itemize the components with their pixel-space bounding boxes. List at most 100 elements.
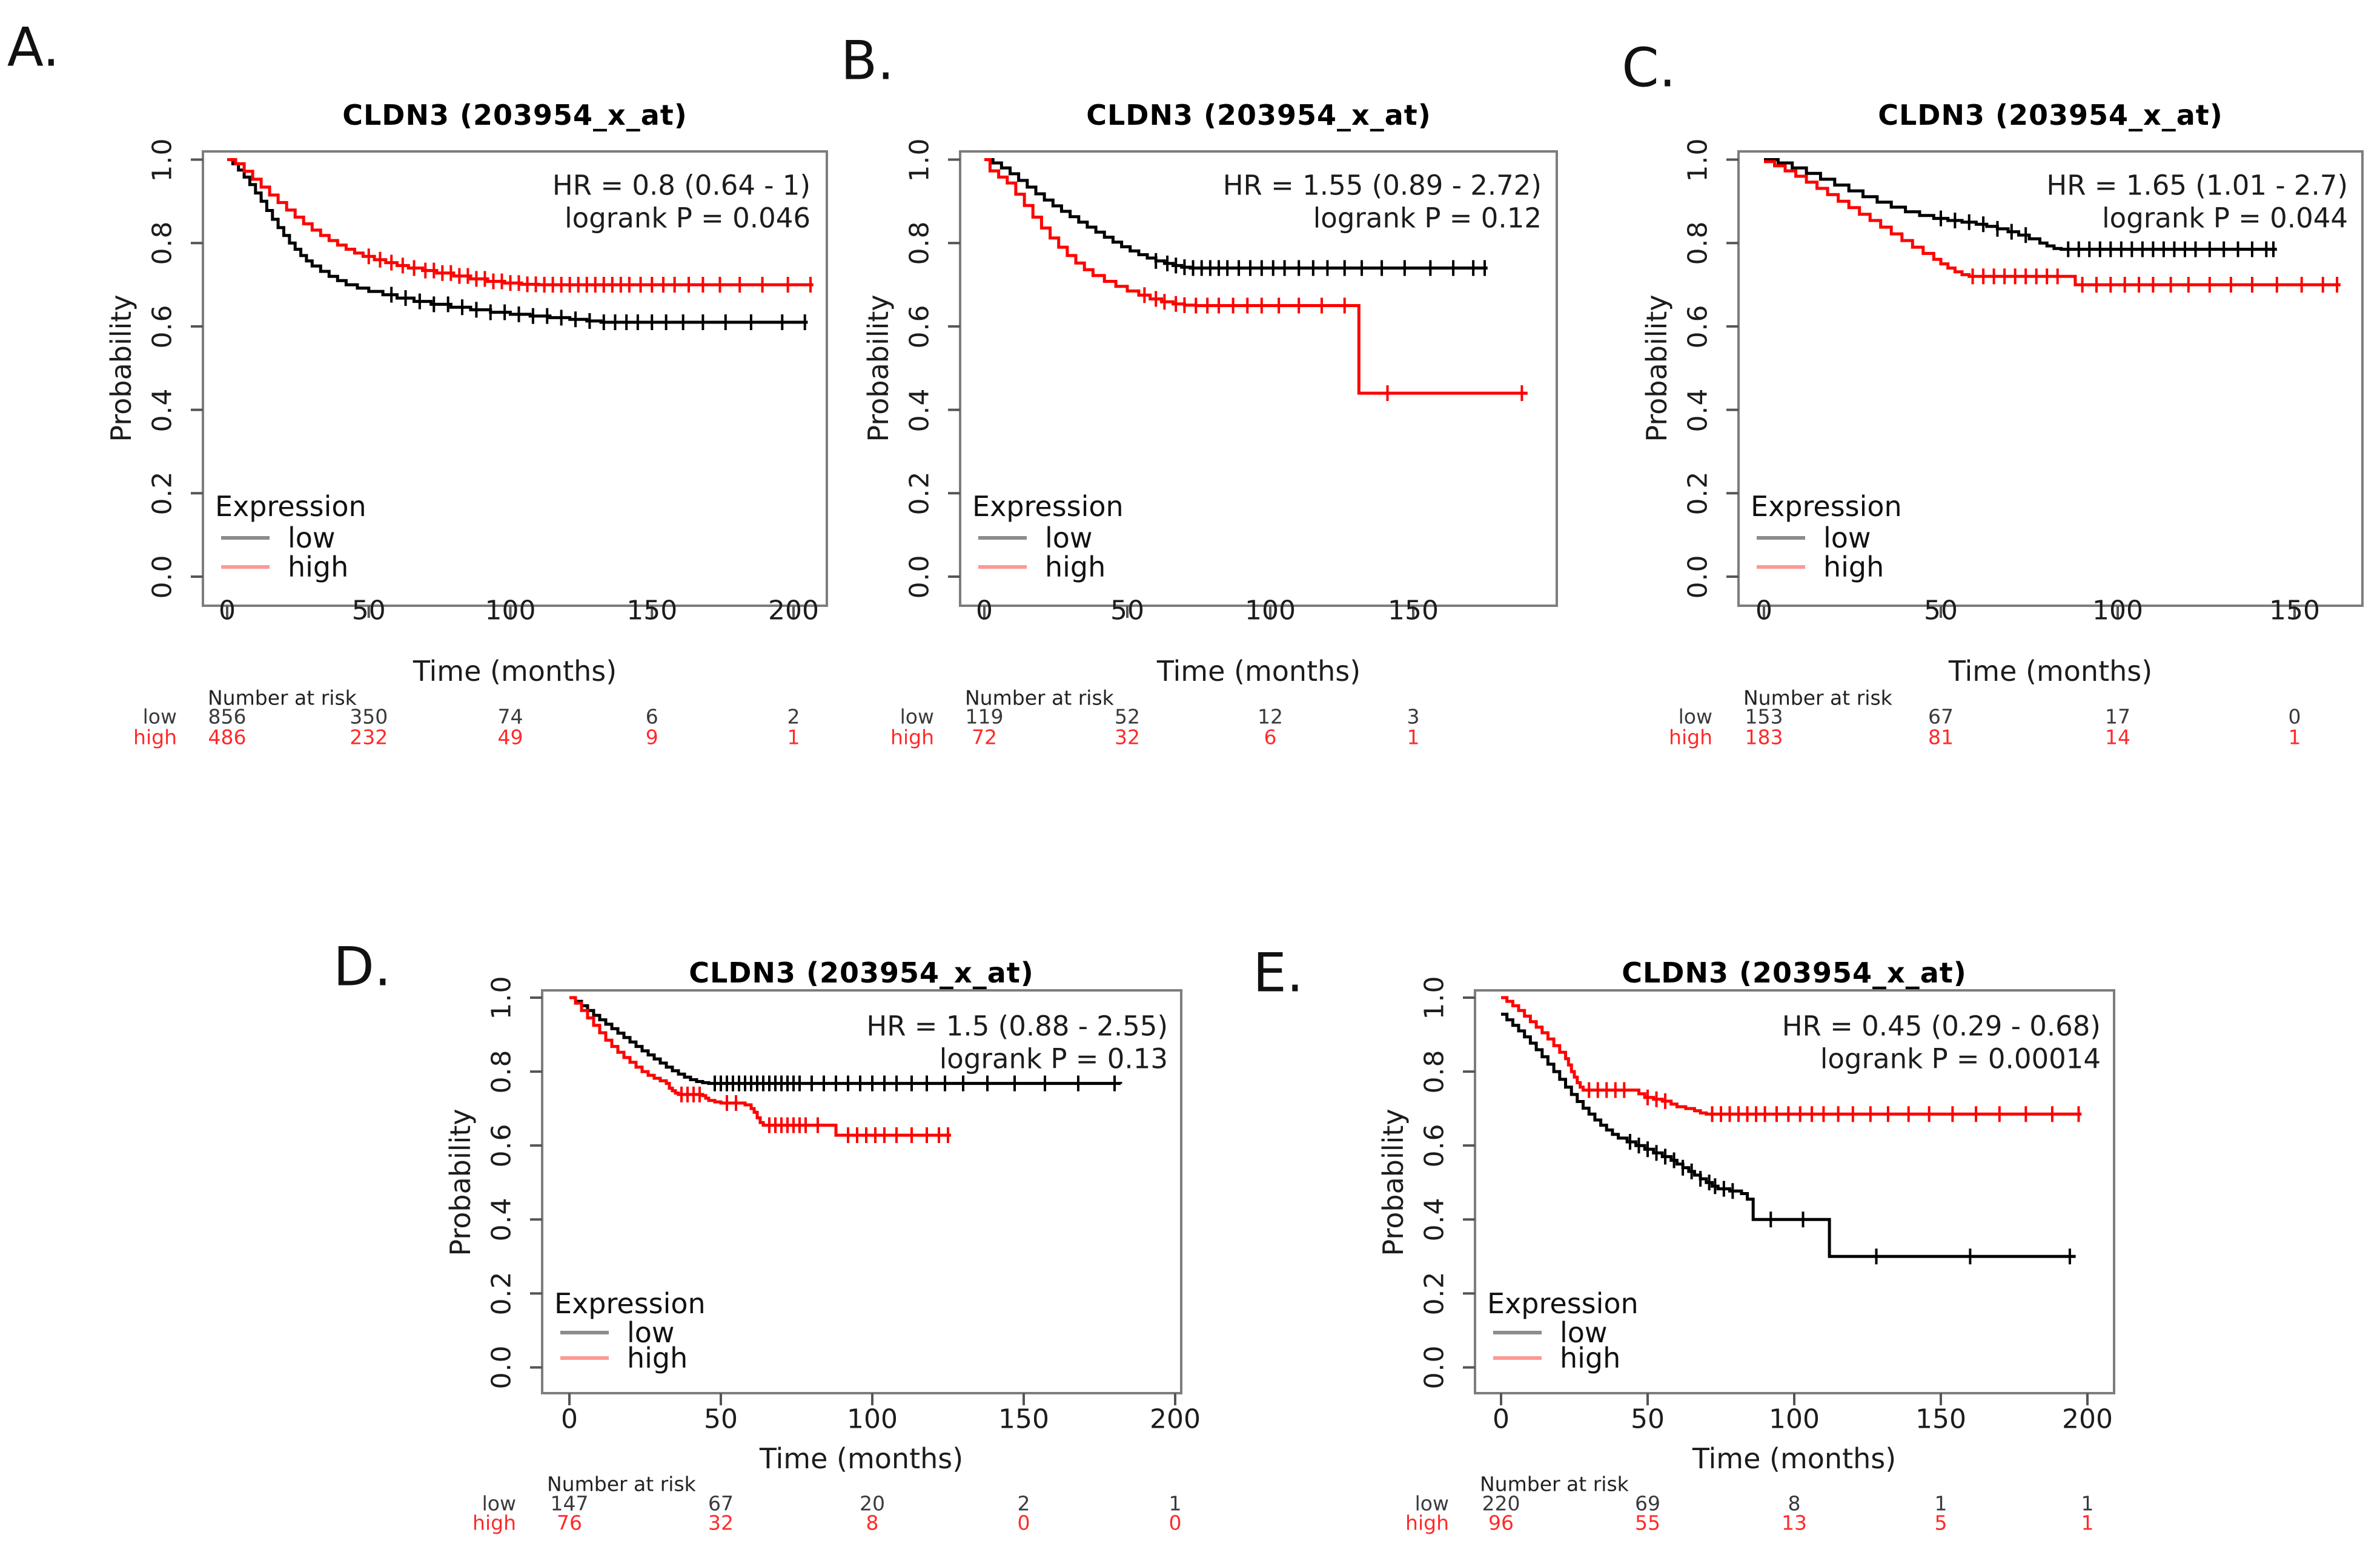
risk-row-label-high: high: [472, 1511, 516, 1535]
legend-item-high: high: [1560, 1342, 1621, 1374]
x-tick-label: 100: [1245, 595, 1296, 626]
risk-row-label-high: high: [890, 725, 934, 749]
risk-count: 1: [1168, 1491, 1182, 1516]
risk-count: 8: [1788, 1491, 1801, 1516]
hr-annotation: HR = 1.65 (1.01 - 2.7): [2046, 169, 2348, 202]
y-tick-label: 0.8: [486, 1049, 517, 1094]
risk-count: 350: [350, 704, 388, 729]
number-at-risk-header: Number at risk: [965, 686, 1114, 710]
y-axis-label: Probability: [1640, 294, 1673, 442]
y-tick-label: 1.0: [486, 975, 517, 1020]
risk-count: 6: [1264, 725, 1277, 749]
legend-title: Expression: [1487, 1287, 1639, 1320]
risk-count: 0: [1168, 1511, 1182, 1535]
y-tick-label: 0.2: [1682, 471, 1714, 515]
logrank-annotation: logrank P = 0.12: [1313, 202, 1542, 234]
legend-item-low: low: [288, 522, 336, 554]
risk-count: 67: [708, 1491, 734, 1516]
risk-count: 119: [965, 704, 1004, 729]
number-at-risk-header: Number at risk: [1743, 686, 1892, 710]
x-axis-label: Time (months): [1156, 655, 1361, 688]
x-tick-label: 150: [1915, 1403, 1966, 1435]
risk-count: 9: [645, 725, 658, 749]
risk-count: 49: [497, 725, 523, 749]
y-tick-label: 0.0: [904, 554, 935, 599]
risk-count: 12: [1258, 704, 1283, 729]
y-axis-label: Probability: [444, 1108, 477, 1256]
risk-count: 153: [1745, 704, 1783, 729]
panel-letter: E.: [1253, 941, 1304, 1004]
y-tick-label: 0.2: [486, 1271, 517, 1316]
number-at-risk-header: Number at risk: [1480, 1472, 1629, 1496]
hr-annotation: HR = 0.8 (0.64 - 1): [552, 169, 810, 202]
risk-count: 232: [350, 725, 388, 749]
y-tick-label: 1.0: [1682, 138, 1714, 182]
risk-count: 220: [1482, 1491, 1520, 1516]
hr-annotation: HR = 1.55 (0.89 - 2.72): [1222, 169, 1542, 202]
x-tick-label: 0: [976, 595, 993, 626]
risk-count: 1: [2081, 1511, 2094, 1535]
legend-item-high: high: [288, 551, 349, 583]
y-tick-label: 0.2: [1419, 1271, 1450, 1316]
x-tick-label: 0: [1493, 1403, 1510, 1435]
risk-row-label-high: high: [1405, 1511, 1449, 1535]
risk-count: 67: [1928, 704, 1954, 729]
y-tick-label: 0.2: [904, 471, 935, 515]
plot-title: CLDN3 (203954_x_at): [1622, 956, 1967, 989]
y-axis-label: Probability: [105, 294, 138, 442]
hr-annotation: HR = 1.5 (0.88 - 2.55): [866, 1010, 1168, 1042]
y-tick-label: 0.4: [904, 388, 935, 432]
risk-count: 76: [557, 1511, 582, 1535]
logrank-annotation: logrank P = 0.046: [565, 202, 810, 234]
risk-count: 8: [866, 1511, 879, 1535]
risk-count: 183: [1745, 725, 1783, 749]
x-tick-label: 100: [1769, 1403, 1820, 1435]
risk-row-label-low: low: [1678, 704, 1712, 729]
y-tick-label: 0.4: [1419, 1197, 1450, 1242]
risk-count: 147: [550, 1491, 589, 1516]
x-tick-label: 100: [485, 595, 536, 626]
y-tick-label: 0.6: [486, 1123, 517, 1168]
x-axis-label: Time (months): [413, 655, 617, 688]
x-tick-label: 50: [351, 595, 386, 626]
legend-item-low: low: [1560, 1316, 1608, 1349]
y-tick-label: 1.0: [1419, 975, 1450, 1020]
risk-count: 1: [1407, 725, 1420, 749]
legend-item-low: low: [1823, 522, 1871, 554]
legend-title: Expression: [554, 1287, 706, 1320]
y-tick-label: 0.4: [147, 388, 178, 432]
risk-count: 1: [2288, 725, 2301, 749]
risk-row-label-low: low: [142, 704, 177, 729]
legend-item-high: high: [1823, 551, 1884, 583]
risk-row-label-low: low: [1414, 1491, 1449, 1516]
risk-count: 81: [1928, 725, 1954, 749]
panel-letter: C.: [1622, 36, 1676, 99]
y-tick-label: 0.6: [1419, 1123, 1450, 1168]
x-tick-label: 150: [1388, 595, 1439, 626]
y-tick-label: 0.8: [1419, 1049, 1450, 1094]
x-tick-label: 100: [847, 1403, 898, 1435]
plot-title: CLDN3 (203954_x_at): [1086, 99, 1431, 131]
plot-title: CLDN3 (203954_x_at): [689, 956, 1034, 989]
risk-count: 3: [1407, 704, 1420, 729]
x-tick-label: 0: [561, 1403, 578, 1435]
risk-count: 55: [1635, 1511, 1660, 1535]
x-tick-label: 0: [1755, 595, 1772, 626]
legend-title: Expression: [215, 490, 366, 523]
risk-count: 13: [1782, 1511, 1807, 1535]
y-tick-label: 0.8: [1682, 220, 1714, 265]
risk-count: 96: [1488, 1511, 1514, 1535]
x-axis-label: Time (months): [1692, 1442, 1897, 1475]
number-at-risk-header: Number at risk: [547, 1472, 696, 1496]
x-tick-label: 150: [998, 1403, 1049, 1435]
legend-title: Expression: [1751, 490, 1902, 523]
x-axis-label: Time (months): [1948, 655, 2153, 688]
legend-title: Expression: [972, 490, 1124, 523]
risk-count: 5: [1934, 1511, 1947, 1535]
number-at-risk-header: Number at risk: [208, 686, 357, 710]
y-axis-label: Probability: [1377, 1108, 1410, 1256]
panel-letter: A.: [7, 16, 60, 79]
legend-item-high: high: [627, 1342, 688, 1374]
risk-count: 72: [972, 725, 997, 749]
